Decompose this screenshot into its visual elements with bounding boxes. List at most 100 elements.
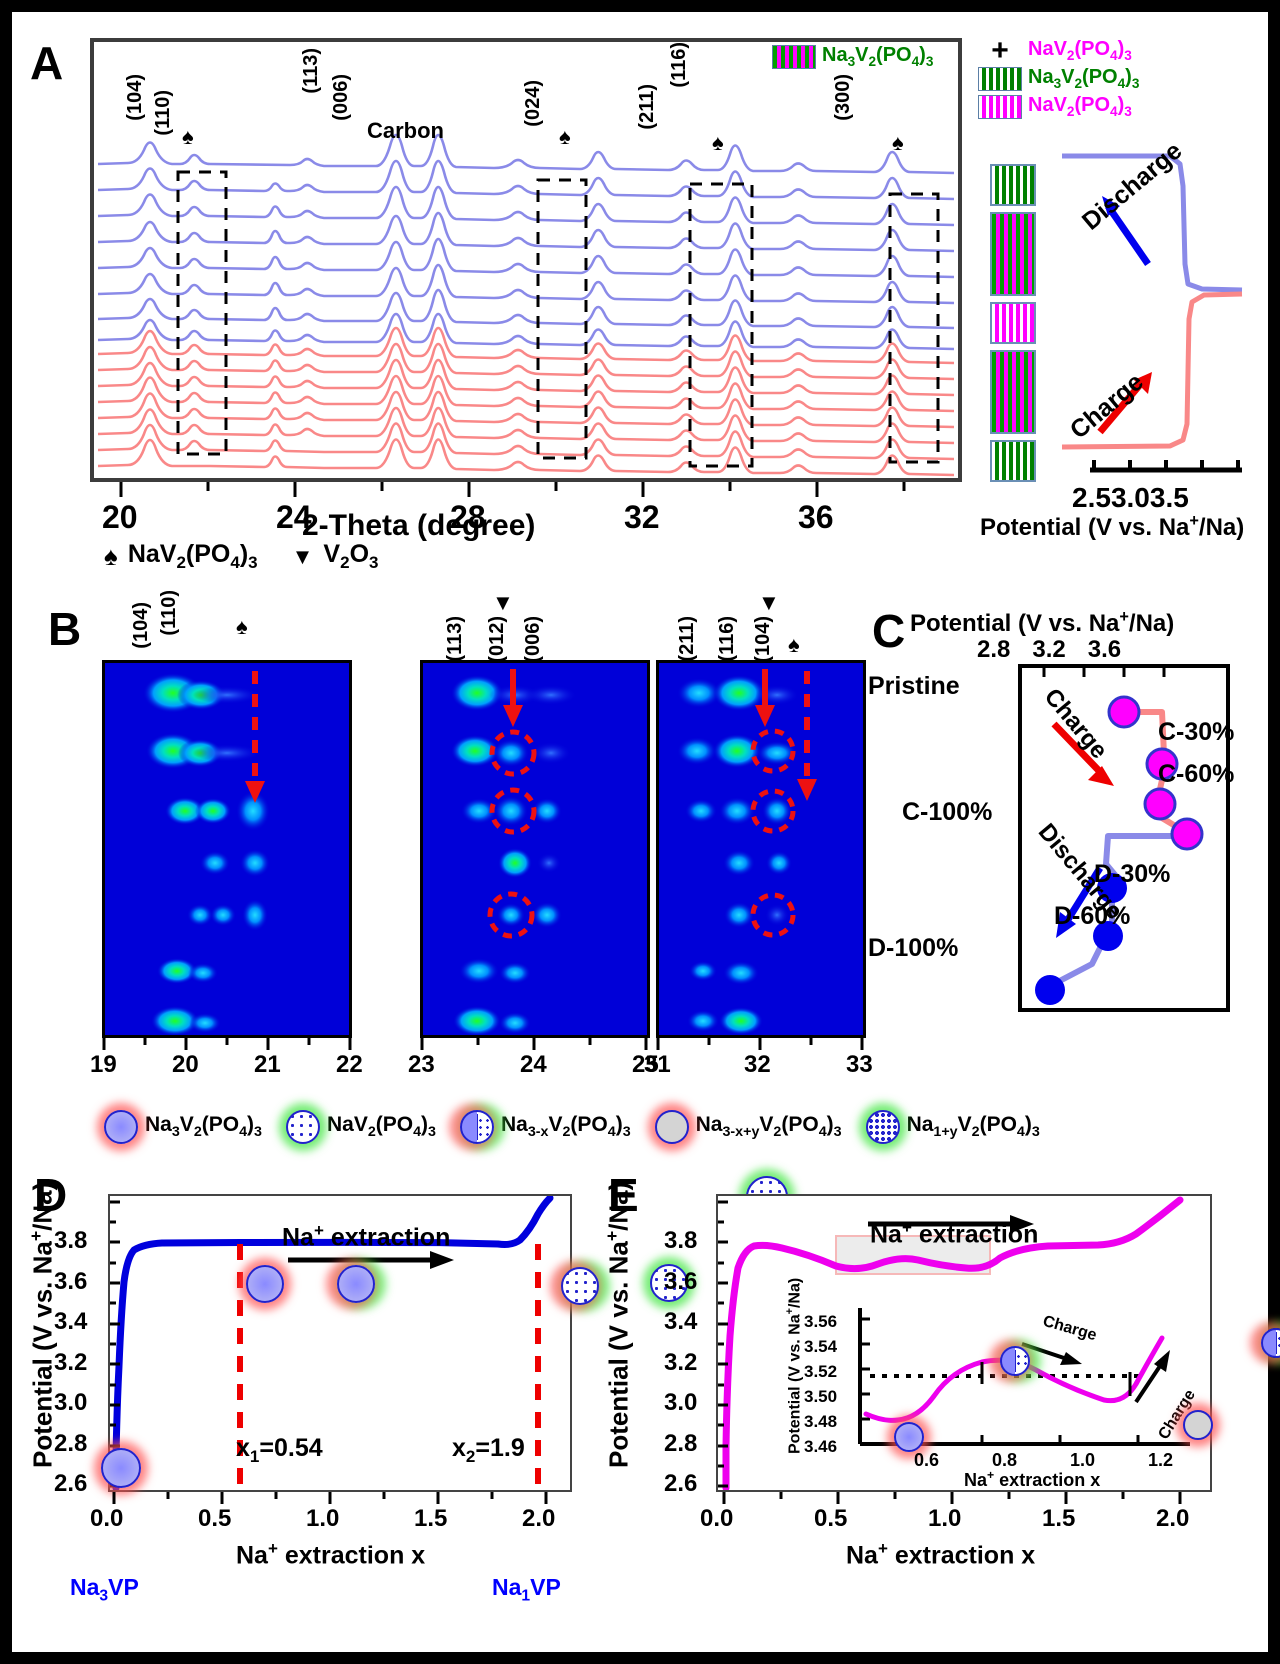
panel-a-xrd-plot	[90, 38, 962, 482]
panel-a-right-xtick-2: 3.5	[1149, 482, 1189, 513]
peak-label-104: (104)	[124, 74, 146, 121]
peak-label-110: (110)	[152, 90, 174, 136]
spade-icon-b3: ♠	[788, 632, 800, 657]
panel-c-letter: C	[872, 605, 906, 657]
phase-block-mixed-2	[990, 350, 1036, 434]
panel-d-xaxis: 0.0 0.5 1.0 1.5 2.0	[90, 1492, 572, 1532]
panel-a-xtick-2: 28	[450, 499, 486, 535]
phase-legend-item-4: Na1+yV2(PO4)3	[865, 1110, 1040, 1144]
panel-b-map2-xaxis: 23 24 25	[408, 1038, 659, 1078]
panel-e-ytick-0: 2.6	[664, 1470, 698, 1497]
panel-e-ytick-5: 3.6	[664, 1268, 698, 1295]
panel-b-map1-xaxis: 19 20 21 22	[90, 1038, 363, 1078]
panel-c-xticks: 2.8 3.2 3.6	[977, 636, 1121, 664]
figure-canvas: A	[12, 12, 1280, 1652]
phase-block-green-1	[990, 164, 1036, 206]
panel-a-letter: A	[30, 37, 64, 89]
panel-e-inset-ylabel: Potential (V vs. Na+/Na)	[784, 1277, 804, 1454]
spade-icon-a2: ♠	[559, 124, 571, 149]
spade-icon-a4: ♠	[892, 130, 904, 155]
legend-label-magenta: NaV2(PO4)3	[1028, 94, 1132, 119]
panel-a-xtick-3: 32	[624, 499, 660, 535]
panel-b-map1-xtick-3: 22	[336, 1051, 363, 1078]
panel-b-map3-xtick-2: 33	[846, 1051, 873, 1078]
panel-a-xaxis: 20 24 28 32 36	[90, 482, 962, 535]
panel-e-inset-marker-2	[1000, 1346, 1031, 1376]
panel-a-xlabel: 2-Theta (degree)	[302, 509, 536, 542]
panel-e-ytick-6: 3.8	[664, 1227, 698, 1254]
panel-d-plot	[108, 1194, 572, 1492]
spade-icon-a3: ♠	[712, 130, 724, 155]
phase-marker-na3-x-icon	[459, 1110, 494, 1144]
panel-b-map2-label-006: (006)	[522, 616, 544, 663]
legend-label-green: Na3V2(PO4)3	[1028, 66, 1140, 91]
panel-d-ytick-0: 2.6	[54, 1470, 88, 1497]
panel-c-label-pristine: Pristine	[868, 672, 960, 700]
panel-b-map1-xtick-0: 19	[90, 1051, 117, 1078]
triangle-down-icon-b3: ▼	[758, 590, 780, 615]
spade-icon-a1: ♠	[182, 124, 194, 149]
legend-label-top: Na3V2(PO4)3	[822, 44, 934, 69]
peak-label-116: (116)	[668, 42, 690, 88]
peak-label-113: (113)	[300, 48, 322, 94]
plus-icon: +	[991, 33, 1009, 67]
legend-na3v2po43-top: Na3V2(PO4)3	[772, 44, 933, 69]
panel-b-map3-label-104: (104)	[752, 616, 774, 663]
panel-e-inset-ytick-5: 3.56	[804, 1312, 838, 1331]
legend-row-na3v2po43: Na3V2(PO4)3	[978, 66, 1139, 91]
panel-c-label-c60: C-60%	[1158, 760, 1235, 788]
panel-b-heatmap-3	[656, 660, 866, 1038]
panel-a-xtick-1: 24	[276, 499, 312, 535]
panel-c-label-d100: D-100%	[868, 934, 959, 962]
panel-e-xtick-2: 1.0	[928, 1505, 962, 1532]
panel-d-x1-label: x1=0.54	[236, 1434, 323, 1466]
panel-b-map3-label-211: (211)	[676, 616, 698, 662]
panel-b-letter: B	[48, 603, 82, 655]
peak-label-024: (024)	[522, 80, 544, 127]
phase-legend-item-0: Na3V2(PO4)3	[104, 1110, 262, 1144]
carbon-label: Carbon	[367, 118, 444, 143]
panel-e-inset-xlabel: Na+ extraction x	[964, 1468, 1101, 1490]
panel-d-xtick-2: 1.0	[306, 1505, 340, 1532]
panel-b-map2-label-012: (012)	[486, 616, 508, 663]
panel-b-map1-xtick-1: 20	[172, 1051, 199, 1078]
phase-block-mixed-1	[990, 212, 1036, 296]
symbol-legend-triangle: ▼ V2O3	[292, 540, 379, 573]
peak-label-300: (300)	[832, 74, 854, 121]
panel-d-ytick-3: 3.2	[54, 1349, 88, 1376]
panel-b-map2-xtick-2: 25	[632, 1051, 659, 1078]
panel-d-left-corner-label: Na3VP	[70, 1574, 139, 1605]
phase-marker-na3v2po43-icon	[104, 1110, 138, 1144]
panel-e-xtick-1: 0.5	[814, 1505, 848, 1532]
phase-legend-label-3: Na3-x+yV2(PO4)3	[695, 1113, 842, 1141]
panel-d-x2-label: x2=1.9	[452, 1434, 525, 1466]
panel-b-map2-xtick-1: 24	[520, 1051, 547, 1078]
panel-b-heatmap-2	[420, 660, 650, 1038]
panel-b-map1-label-110: (110)	[158, 590, 180, 636]
phase-block-magenta	[990, 302, 1036, 344]
panel-b-map2-label-113: (113)	[444, 616, 466, 662]
panel-d-marker-2	[246, 1265, 285, 1303]
panel-d-marker-3	[336, 1265, 375, 1303]
panel-e-letter: E	[608, 1169, 639, 1221]
panel-e-inset-ytick-0: 3.46	[804, 1437, 838, 1456]
panel-e-xaxis: 0.0 0.5 1.0 1.5 2.0	[700, 1492, 1212, 1532]
panel-e-ytick-2: 3.0	[664, 1389, 698, 1416]
peak-label-211: (211)	[636, 84, 658, 130]
legend-label-plus: NaV2(PO4)3	[1028, 38, 1132, 63]
phase-legend-row: Na3V2(PO4)3 NaV2(PO4)3 Na3-xV2(PO4)3 Na3…	[104, 1110, 1040, 1144]
panel-b-map3-label-116: (116)	[716, 616, 738, 662]
panel-e-ytick-3: 3.2	[664, 1349, 698, 1376]
panel-a-curves	[97, 133, 955, 477]
spade-icon-legend: ♠	[104, 541, 118, 571]
panel-d-right-corner-label: Na1VP	[492, 1574, 561, 1605]
panel-a-right-xtick-1: 3.0	[1110, 482, 1150, 513]
panel-c-plot	[1018, 664, 1230, 1012]
phase-block-stack	[990, 164, 1036, 482]
panel-d-ytick-2: 3.0	[54, 1389, 88, 1416]
panel-e-inset-xtick-3: 1.2	[1148, 1450, 1174, 1470]
panel-d-ytick-6: 3.8	[54, 1227, 88, 1254]
phase-legend-label-0: Na3V2(PO4)3	[145, 1113, 262, 1141]
panel-d-marker-start	[101, 1448, 141, 1488]
panel-d-xtick-0: 0.0	[90, 1505, 124, 1532]
